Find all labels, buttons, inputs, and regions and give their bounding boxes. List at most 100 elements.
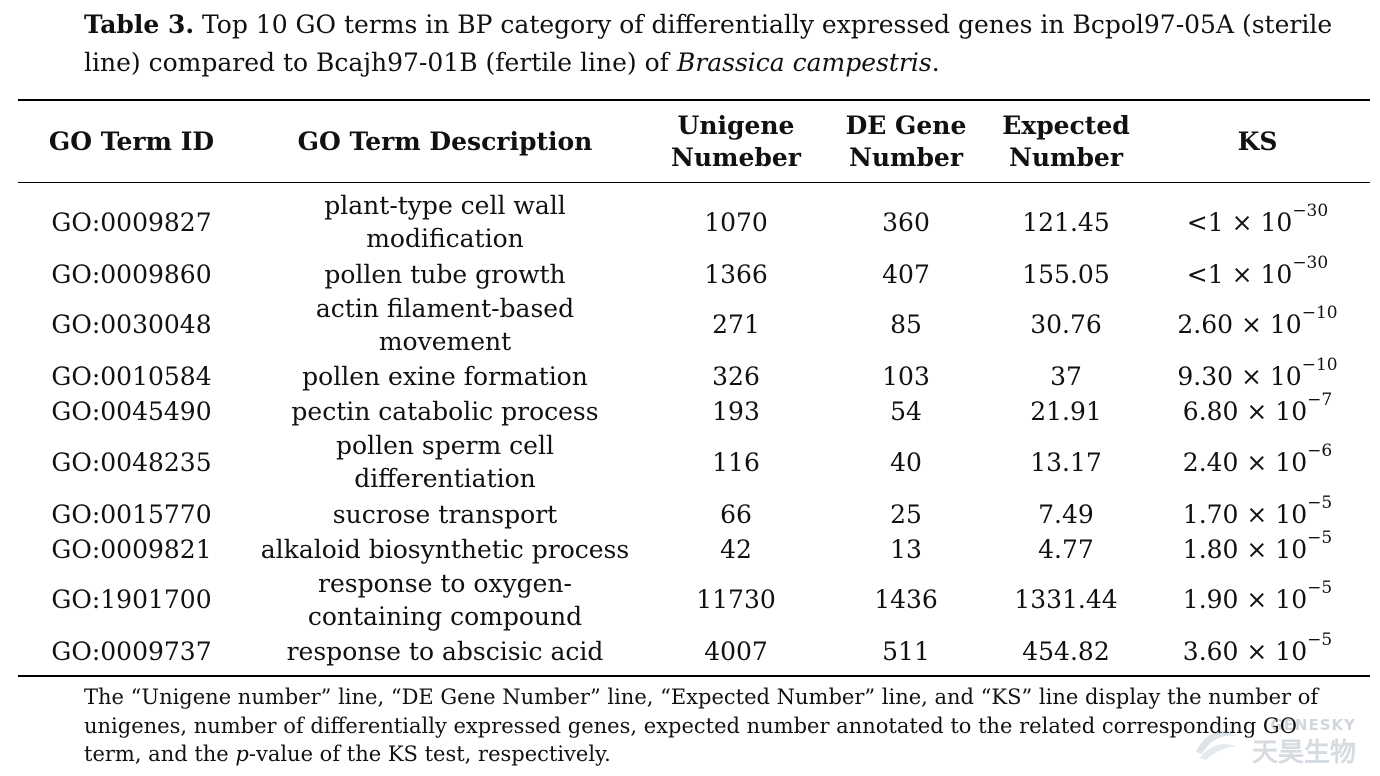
table-caption: Table 3. Top 10 GO terms in BP category … (84, 6, 1334, 82)
header-unigene-number: Unigene Numeber (671, 110, 801, 172)
de-gene-number-cell: 85 (890, 310, 922, 339)
ks-cell: 9.30 × 10 −10 (1160, 355, 1355, 394)
ks-mantissa: 1.70 (1182, 499, 1239, 529)
ks-mantissa: 3.60 (1182, 636, 1239, 666)
table-header-rule (18, 182, 1370, 183)
go-term-id-cell: GO:0010584 (51, 361, 212, 391)
expected-number-cell: 4.77 (1038, 534, 1094, 564)
unigene-number-cell: 271 (712, 310, 760, 339)
ks-cell: 1.70 × 10 −5 (1160, 493, 1355, 532)
ks-exponent: −30 (1292, 200, 1329, 221)
go-term-id-cell: GO:0009737 (51, 636, 212, 666)
unigene-number-cell: 4007 (704, 636, 768, 666)
de-gene-number-cell: 511 (882, 636, 930, 666)
go-term-id-cell: GO:0009821 (51, 534, 212, 564)
table-row: GO:0045490 pectin catabolic process 193 … (0, 390, 1380, 429)
de-gene-number-cell: 103 (882, 361, 930, 391)
go-term-id-cell: GO:0030048 (51, 310, 212, 339)
go-term-id-cell: GO:0045490 (51, 396, 212, 426)
ks-mantissa: 1.90 (1182, 585, 1239, 614)
watermark-logo-icon (1196, 731, 1236, 760)
watermark: GENESKY 天昊生物 (1192, 708, 1362, 768)
go-term-description-cell: response to abscisic acid (286, 636, 604, 666)
go-term-id-cell: GO:0009860 (51, 259, 212, 289)
expected-number-cell: 7.49 (1038, 499, 1094, 529)
go-term-description-cell: alkaloid biosynthetic process (260, 534, 630, 564)
table-label: Table 3. (84, 10, 195, 39)
ks-mantissa: 1.80 (1182, 534, 1239, 564)
ks-mantissa: 9.30 (1177, 361, 1234, 391)
de-gene-number-cell: 360 (882, 207, 930, 237)
ks-cell: 6.80 × 10 −7 (1160, 390, 1355, 429)
caption-text: Top 10 GO terms in BP category of differ… (84, 10, 1333, 77)
table-row: GO:0015770 sucrose transport 66 25 7.49 … (0, 493, 1380, 532)
ks-exponent: −5 (1307, 629, 1333, 650)
ks-cell: 3.60 × 10 −5 (1160, 630, 1355, 669)
table-row: GO:0048235 pollen sperm cell differentia… (0, 429, 1380, 495)
go-term-description-cell: plant-type cell wall modification (324, 191, 566, 253)
expected-number-cell: 13.17 (1030, 447, 1102, 477)
table-row: GO:0009737 response to abscisic acid 400… (0, 630, 1380, 669)
de-gene-number-cell: 25 (890, 499, 922, 529)
footnote-end: -value of the KS test, respectively. (248, 742, 611, 766)
caption-species: Brassica campestris (676, 48, 932, 77)
unigene-number-cell: 42 (720, 534, 752, 564)
expected-number-cell: 30.76 (1030, 310, 1102, 339)
ks-cell: 2.40 × 10 −6 (1160, 429, 1355, 495)
ks-mantissa: 2.60 (1177, 310, 1234, 339)
header-go-term-id: GO Term ID (48, 126, 215, 156)
header-expected-number: Expected Number (1002, 110, 1130, 172)
ks-cell: 2.60 × 10 −10 (1160, 291, 1355, 358)
ks-exponent: −5 (1307, 578, 1333, 598)
de-gene-number-cell: 1436 (874, 585, 938, 614)
ks-cell: <1 × 10 −30 (1160, 253, 1355, 292)
expected-number-cell: 121.45 (1022, 207, 1110, 237)
unigene-number-cell: 1070 (704, 207, 768, 237)
expected-number-cell: 155.05 (1022, 259, 1110, 289)
go-term-id-cell: GO:1901700 (51, 585, 212, 614)
ks-times: × 10 (1238, 585, 1308, 614)
unigene-number-cell: 326 (712, 361, 760, 391)
go-term-description-cell: pollen tube growth (324, 259, 566, 289)
ks-cell: <1 × 10 −30 (1160, 189, 1355, 255)
ks-mantissa: 2.40 (1182, 447, 1239, 477)
table-bottom-rule (18, 675, 1370, 677)
ks-mantissa: <1 (1186, 207, 1224, 237)
ks-mantissa: <1 (1186, 259, 1224, 289)
ks-cell: 1.80 × 10 −5 (1160, 528, 1355, 567)
header-go-term-description: GO Term Description (297, 126, 593, 156)
go-term-description-cell: actin filament-based movement (315, 293, 575, 356)
unigene-number-cell: 193 (712, 396, 760, 426)
go-term-id-cell: GO:0009827 (51, 207, 212, 237)
table-row: GO:0030048 actin filament-based movement… (0, 291, 1380, 358)
footnote-p-symbol: p (235, 742, 249, 766)
ks-mantissa: 6.80 (1182, 396, 1239, 426)
watermark-text-en: GENESKY (1270, 716, 1356, 734)
table-row: GO:0009860 pollen tube growth 1366 407 1… (0, 253, 1380, 292)
go-term-description-cell: pectin catabolic process (291, 396, 599, 426)
ks-times: × 10 (1238, 447, 1308, 477)
de-gene-number-cell: 407 (882, 259, 930, 289)
ks-exponent: −5 (1307, 527, 1333, 548)
ks-times: × 10 (1223, 259, 1293, 289)
go-term-id-cell: GO:0015770 (51, 499, 212, 529)
go-term-description-cell: pollen sperm cell differentiation (336, 431, 554, 493)
footnote-text: The “Unigene number” line, “DE Gene Numb… (84, 685, 1319, 766)
ks-times: × 10 (1233, 310, 1302, 339)
de-gene-number-cell: 54 (890, 396, 922, 426)
ks-exponent: −7 (1307, 389, 1333, 410)
ks-times: × 10 (1238, 534, 1308, 564)
caption-end: . (931, 48, 940, 77)
table-row: GO:0009827 plant-type cell wall modifica… (0, 189, 1380, 255)
table-row: GO:1901700 response to oxygen-containing… (0, 566, 1380, 633)
ks-cell: 1.90 × 10 −5 (1160, 566, 1355, 633)
ks-exponent: −6 (1307, 440, 1333, 461)
ks-exponent: −10 (1301, 303, 1338, 323)
expected-number-cell: 454.82 (1022, 636, 1110, 666)
table-top-rule (18, 99, 1370, 101)
header-de-gene-number: DE Gene Number (845, 110, 967, 172)
expected-number-cell: 1331.44 (1014, 585, 1118, 614)
expected-number-cell: 21.91 (1030, 396, 1102, 426)
ks-times: × 10 (1233, 361, 1302, 391)
unigene-number-cell: 116 (712, 447, 760, 477)
